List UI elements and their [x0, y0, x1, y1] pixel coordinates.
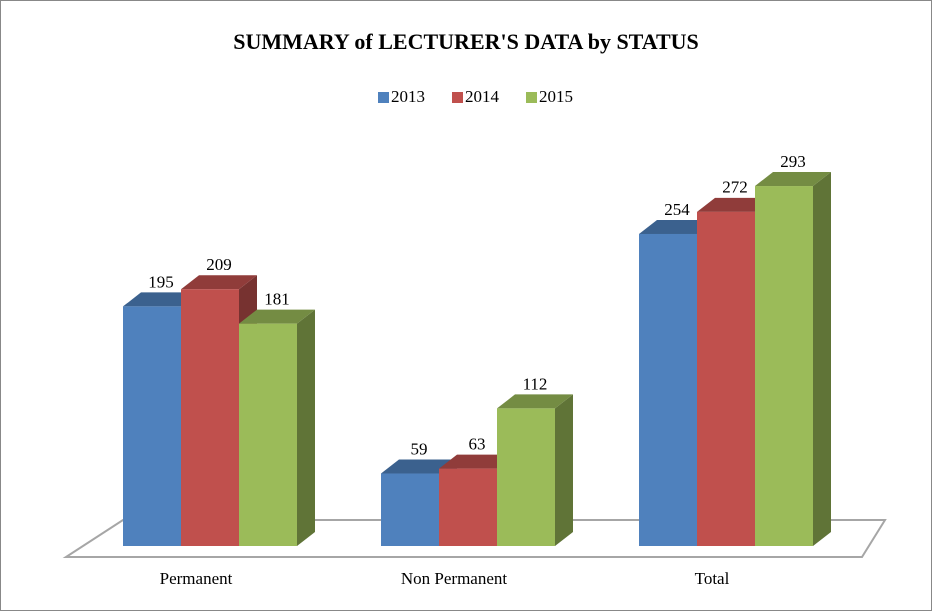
- chart-title: SUMMARY of LECTURER'S DATA by STATUS: [233, 29, 699, 54]
- bar: [239, 323, 297, 546]
- data-label: 181: [264, 290, 290, 309]
- bar-side: [297, 309, 315, 546]
- legend-label: 2013: [391, 87, 425, 106]
- bar: [697, 211, 755, 547]
- bar-side: [555, 394, 573, 546]
- bar-top: [181, 275, 257, 290]
- legend-swatch: [378, 92, 389, 103]
- data-label: 254: [664, 200, 690, 219]
- data-label: 195: [148, 272, 174, 291]
- bar-top: [697, 197, 773, 212]
- bar-top: [755, 172, 831, 187]
- legend-swatch: [526, 92, 537, 103]
- x-tick-label: Non Permanent: [401, 569, 508, 588]
- bar: [639, 233, 697, 546]
- bar: [439, 468, 497, 546]
- bar: [181, 289, 239, 546]
- bar: [497, 408, 555, 546]
- data-label: 209: [206, 255, 232, 274]
- x-tick-label: Total: [695, 569, 730, 588]
- bar: [755, 186, 813, 546]
- legend-swatch: [452, 92, 463, 103]
- bar-side: [813, 172, 831, 546]
- bar: [381, 473, 439, 546]
- data-label: 293: [780, 152, 806, 171]
- x-tick-label: Permanent: [160, 569, 233, 588]
- legend-label: 2015: [539, 87, 573, 106]
- bar-top: [381, 459, 457, 474]
- bar-top: [239, 309, 315, 324]
- bar-top: [439, 454, 515, 469]
- data-label: 112: [523, 374, 548, 393]
- data-label: 272: [722, 178, 748, 197]
- bar-top: [639, 219, 715, 234]
- data-label: 63: [469, 435, 486, 454]
- data-label: 59: [411, 439, 428, 458]
- bar-top: [497, 394, 573, 409]
- legend-label: 2014: [465, 87, 500, 106]
- bar: [123, 306, 181, 546]
- bar-top: [123, 292, 199, 307]
